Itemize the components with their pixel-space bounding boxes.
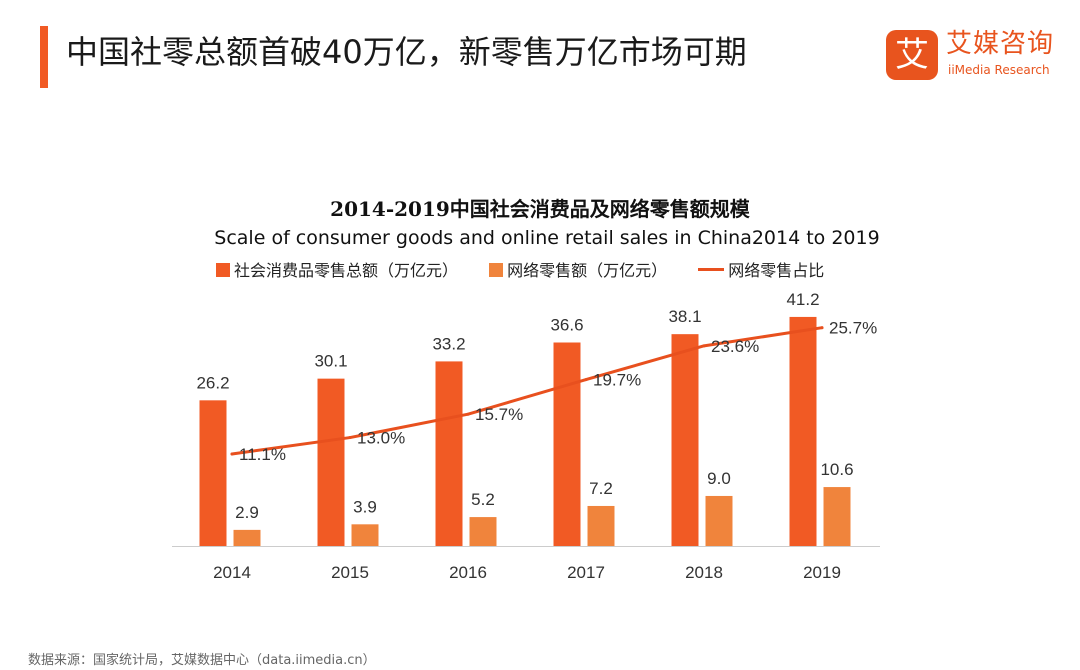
point-online-share-2016 — [466, 412, 470, 416]
bar-retail-total-2015 — [317, 378, 345, 546]
legend-swatch-retail-total — [216, 263, 230, 277]
legend-label-online-share: 网络零售占比 — [728, 261, 825, 280]
bar-retail-total-2017 — [553, 342, 581, 546]
data-label-online-share-2016: 15.7% — [475, 405, 523, 424]
bar-online-retail-2014 — [233, 529, 261, 546]
logo-mark: 艾 — [886, 30, 938, 80]
data-label-retail-total-2019: 41.2 — [786, 290, 819, 309]
data-label-online-share-2014: 11.1% — [239, 445, 286, 464]
line-online-share — [230, 326, 824, 456]
data-label-online-retail-2019: 10.6 — [820, 460, 853, 479]
x-tick-label-2016: 2016 — [449, 563, 487, 582]
chart-title: 2014-2019中国社会消费品及网络零售额规模 — [330, 197, 750, 221]
data-label-online-share-2017: 19.7% — [593, 371, 641, 390]
data-label-retail-total-2018: 38.1 — [668, 307, 701, 326]
chart-legend: 社会消费品零售总额（万亿元） 网络零售额（万亿元） 网络零售占比 — [216, 260, 850, 282]
logo-name-en: iiMedia Research — [948, 63, 1050, 77]
data-label-online-share-2018: 23.6% — [711, 337, 759, 356]
point-online-share-2015 — [348, 436, 352, 440]
x-tick-label-2018: 2018 — [685, 563, 723, 582]
data-label-retail-total-2014: 26.2 — [196, 373, 229, 392]
x-tick-label-2015: 2015 — [331, 563, 369, 582]
page-title: 中国社零总额首破40万亿，新零售万亿市场可期 — [66, 33, 747, 71]
data-label-online-retail-2016: 5.2 — [471, 490, 495, 509]
data-label-online-retail-2014: 2.9 — [235, 503, 259, 522]
data-label-online-share-2015: 13.0% — [357, 429, 405, 448]
point-online-share-2018 — [702, 344, 706, 348]
data-label-retail-total-2015: 30.1 — [314, 352, 347, 371]
x-tick-label-2019: 2019 — [803, 563, 841, 582]
chart-subtitle: Scale of consumer goods and online retai… — [214, 227, 880, 249]
data-label-retail-total-2017: 36.6 — [550, 316, 583, 335]
data-label-online-retail-2015: 3.9 — [353, 497, 377, 516]
legend-item-online-retail: 网络零售额（万亿元） — [489, 260, 667, 282]
bar-online-retail-2015 — [351, 524, 379, 546]
bar-retail-total-2019 — [789, 316, 817, 546]
logo: 艾 艾媒咨询 iiMedia Research — [886, 29, 1066, 84]
bar-retail-total-2018 — [671, 334, 699, 546]
bar-online-retail-2017 — [587, 505, 615, 546]
data-label-retail-total-2016: 33.2 — [432, 334, 465, 353]
logo-name-cn: 艾媒咨询 — [946, 29, 1055, 59]
legend-label-online-retail: 网络零售额（万亿元） — [507, 261, 668, 280]
bar-retail-total-2016 — [435, 361, 463, 546]
point-online-share-2014 — [230, 452, 234, 456]
data-label-online-share-2019: 25.7% — [829, 319, 877, 338]
bar-online-retail-2016 — [469, 517, 497, 546]
point-online-share-2019 — [820, 326, 824, 330]
x-tick-label-2014: 2014 — [213, 563, 251, 582]
bar-online-retail-2019 — [823, 487, 851, 546]
x-tick-label-2017: 2017 — [567, 563, 605, 582]
title-accent-bar — [40, 26, 48, 88]
legend-swatch-online-share — [698, 268, 725, 271]
bar-online-retail-2018 — [705, 495, 733, 546]
data-label-online-retail-2018: 9.0 — [707, 469, 731, 488]
data-source-note: 数据来源：国家统计局，艾媒数据中心（data.iimedia.cn） — [28, 653, 376, 668]
point-online-share-2017 — [584, 378, 588, 382]
legend-swatch-online-retail — [489, 263, 504, 277]
legend-item-online-share: 网络零售占比 — [698, 260, 824, 282]
bar-retail-total-2014 — [199, 400, 227, 546]
legend-item-retail-total: 社会消费品零售总额（万亿元） — [216, 260, 458, 282]
data-label-online-retail-2017: 7.2 — [589, 479, 613, 498]
legend-label-retail-total: 社会消费品零售总额（万亿元） — [234, 261, 459, 280]
